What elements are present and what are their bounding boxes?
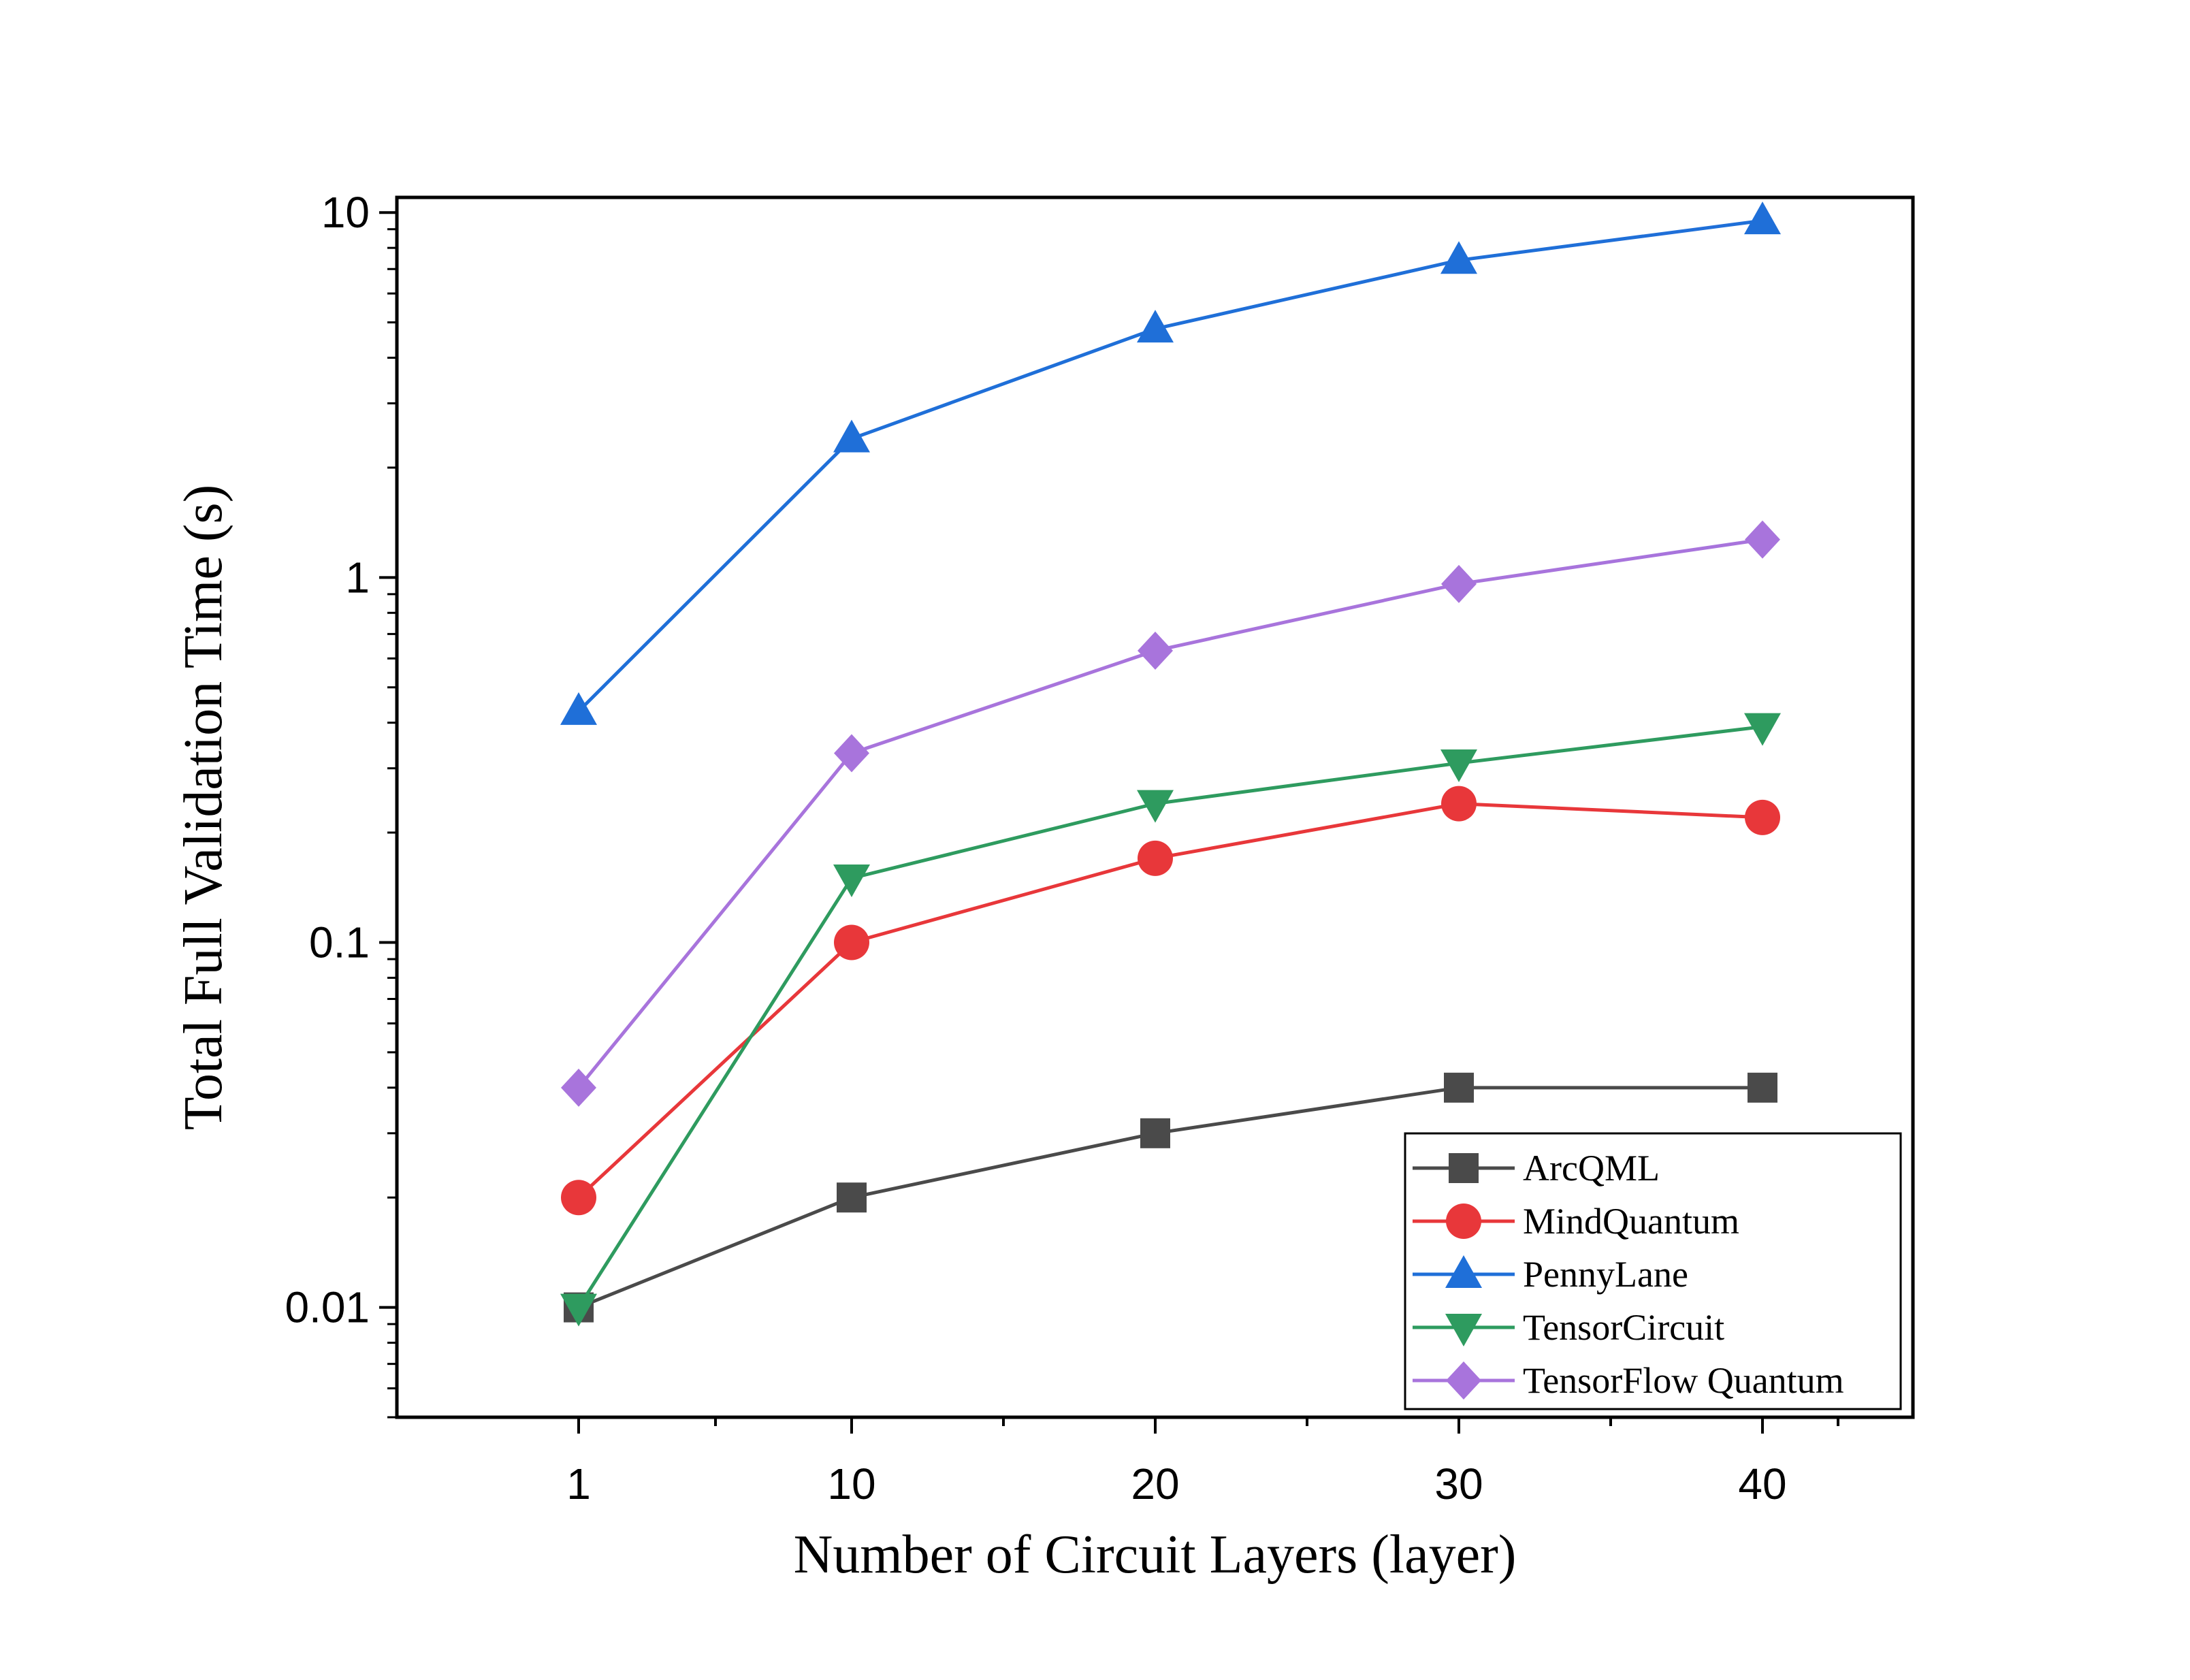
series-line — [577, 538, 1763, 1089]
data-point-marker — [1745, 520, 1780, 559]
x-tick-label: 40 — [1738, 1459, 1786, 1508]
legend: ArcQML MindQuantum PennyLane TensorCircuit T… — [1404, 1132, 1902, 1410]
legend-label: ArcQML — [1523, 1148, 1660, 1189]
data-point-marker — [1444, 1072, 1474, 1103]
y-axis-title: Total Full Validation Time (s) — [174, 485, 234, 1131]
series-line — [577, 219, 1763, 713]
data-point-marker — [1137, 310, 1174, 343]
data-point-marker — [833, 865, 870, 898]
series-group — [560, 201, 1781, 1327]
data-point-marker — [1137, 790, 1174, 823]
x-tick-label: 10 — [827, 1459, 875, 1508]
axes: 1 10 20 30 40 0.01 0.1 1 10 — [285, 188, 1915, 1508]
data-point-marker — [560, 692, 597, 725]
data-point-marker — [560, 1293, 597, 1327]
legend-marker — [1445, 1314, 1482, 1346]
data-point-marker — [833, 419, 870, 453]
data-point-marker — [1138, 631, 1173, 670]
legend-item: MindQuantum — [1413, 1201, 1739, 1242]
y-tick-label: 10 — [321, 188, 370, 237]
x-axis-title: Number of Circuit Layers (layer) — [794, 1525, 1517, 1585]
data-point-marker — [1441, 786, 1477, 822]
data-point-marker — [1745, 799, 1780, 835]
y-tick-label: 0.1 — [309, 918, 370, 967]
legend-label: TensorFlow Quantum — [1523, 1360, 1844, 1401]
legend-marker — [1446, 1204, 1481, 1239]
series-tensorflow-quantum — [561, 520, 1780, 1107]
data-point-marker — [1440, 749, 1477, 783]
series-pennylane — [560, 201, 1781, 725]
data-point-marker — [1138, 840, 1173, 876]
legend-item: PennyLane — [1413, 1254, 1688, 1295]
x-tick-label: 1 — [566, 1459, 591, 1508]
data-point-marker — [561, 1068, 596, 1107]
data-point-marker — [1140, 1118, 1170, 1148]
data-point-marker — [834, 734, 869, 773]
data-point-marker — [1440, 241, 1477, 274]
legend-item: ArcQML — [1413, 1148, 1660, 1189]
legend-box — [1404, 1132, 1902, 1410]
data-point-marker — [834, 924, 869, 960]
data-point-marker — [1441, 564, 1477, 603]
legend-marker — [1445, 1255, 1482, 1288]
data-point-marker — [561, 1180, 596, 1216]
legend-label: PennyLane — [1523, 1254, 1688, 1295]
x-tick-label: 20 — [1131, 1459, 1179, 1508]
data-point-marker — [1748, 1072, 1777, 1103]
legend-item: TensorFlow Quantum — [1413, 1360, 1844, 1401]
legend-marker — [1446, 1361, 1481, 1400]
data-point-marker — [837, 1182, 867, 1213]
series-tensorcircuit — [560, 713, 1781, 1327]
y-tick-label: 0.01 — [285, 1283, 370, 1332]
legend-item: TensorCircuit — [1413, 1307, 1724, 1348]
x-tick-label: 30 — [1434, 1459, 1483, 1508]
data-point-marker — [1744, 201, 1781, 235]
data-point-marker — [1744, 713, 1781, 746]
legend-label: MindQuantum — [1523, 1201, 1739, 1242]
series-mindquantum — [561, 786, 1780, 1216]
legend-label: TensorCircuit — [1523, 1307, 1724, 1348]
y-tick-label: 1 — [345, 553, 370, 602]
legend-marker — [1449, 1153, 1479, 1183]
